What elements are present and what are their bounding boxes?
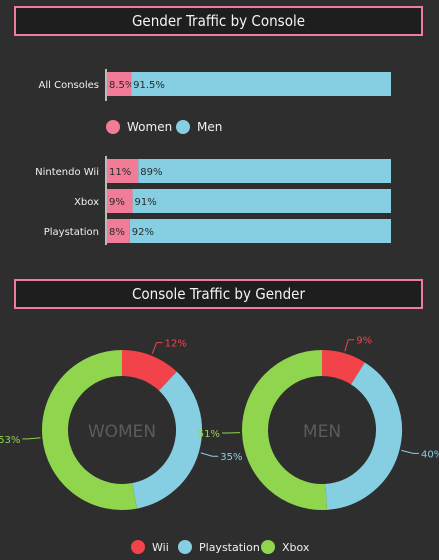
legend-label-men: Men [197,120,222,134]
bar-segment-women-xbox [107,189,133,213]
bar-segment-women-nintendo-wii [107,159,139,183]
legend-dot-men [176,120,190,134]
legend-dot-women [106,120,120,134]
donut-slice-wii-women [121,350,177,392]
donut-slice-xbox-men [242,350,328,510]
section-title-gender-traffic: Gender Traffic by Console [14,6,423,36]
donut-leader-line [200,452,219,457]
donut-leader-line [401,449,420,454]
donut-center-label: MEN [303,422,341,442]
donut-value-label: 12% [165,339,187,350]
legend-label-playstation: Playstation [199,541,260,554]
donut-slice-playstation-women [131,371,202,509]
bar-category-label-xbox: Xbox [74,197,99,208]
bar-category-label-all-consoles: All Consoles [39,80,99,91]
bar-segment-women-playstation [107,219,130,243]
donut-value-label: 9% [356,336,372,347]
donut-slice-wii-men [321,350,365,385]
chart-title: Gender Traffic by Console [131,12,306,30]
legend-label-women: Women [127,120,172,134]
bar-segment-men-playstation [129,219,391,243]
legend-dot-wii [131,540,145,554]
legend-label-wii: Wii [152,541,169,554]
bar-segment-men-all-consoles [131,72,391,96]
donut-value-label: 35% [220,452,242,463]
bar-category-label-nintendo-wii: Nintendo Wii [35,167,99,178]
bar-value-label: 8.5% [109,80,134,91]
donut-leader-line [344,339,355,352]
donut-value-label: 40% [421,449,439,460]
legend-dot-xbox [261,540,275,554]
donut-slice-xbox-women [42,350,137,510]
donut-value-label: 51% [198,429,220,440]
bar-value-label: 11% [109,167,131,178]
bar-segment-men-xbox [132,189,391,213]
bar-value-label: 8% [109,227,125,238]
donut-leader-line [22,437,41,440]
chart-title: Console Traffic by Gender [131,285,306,303]
bar-value-label: 9% [109,197,125,208]
bar-category-label-playstation: Playstation [44,227,99,238]
legend-label-xbox: Xbox [282,541,310,554]
bar-segment-women-all-consoles [107,72,132,96]
bar-segment-men-nintendo-wii [138,159,391,183]
donut-center-label: WOMEN [88,422,156,442]
section-title-console-traffic: Console Traffic by Gender [14,279,423,309]
bar-value-label: 91.5% [133,80,165,91]
bar-value-label: 89% [140,167,162,178]
donut-leader-line [151,342,163,354]
bar-value-label: 91% [135,197,157,208]
donut-slice-playstation-men [324,362,402,510]
donut-value-label: 53% [0,435,20,446]
legend-dot-playstation [178,540,192,554]
bar-value-label: 92% [132,227,154,238]
